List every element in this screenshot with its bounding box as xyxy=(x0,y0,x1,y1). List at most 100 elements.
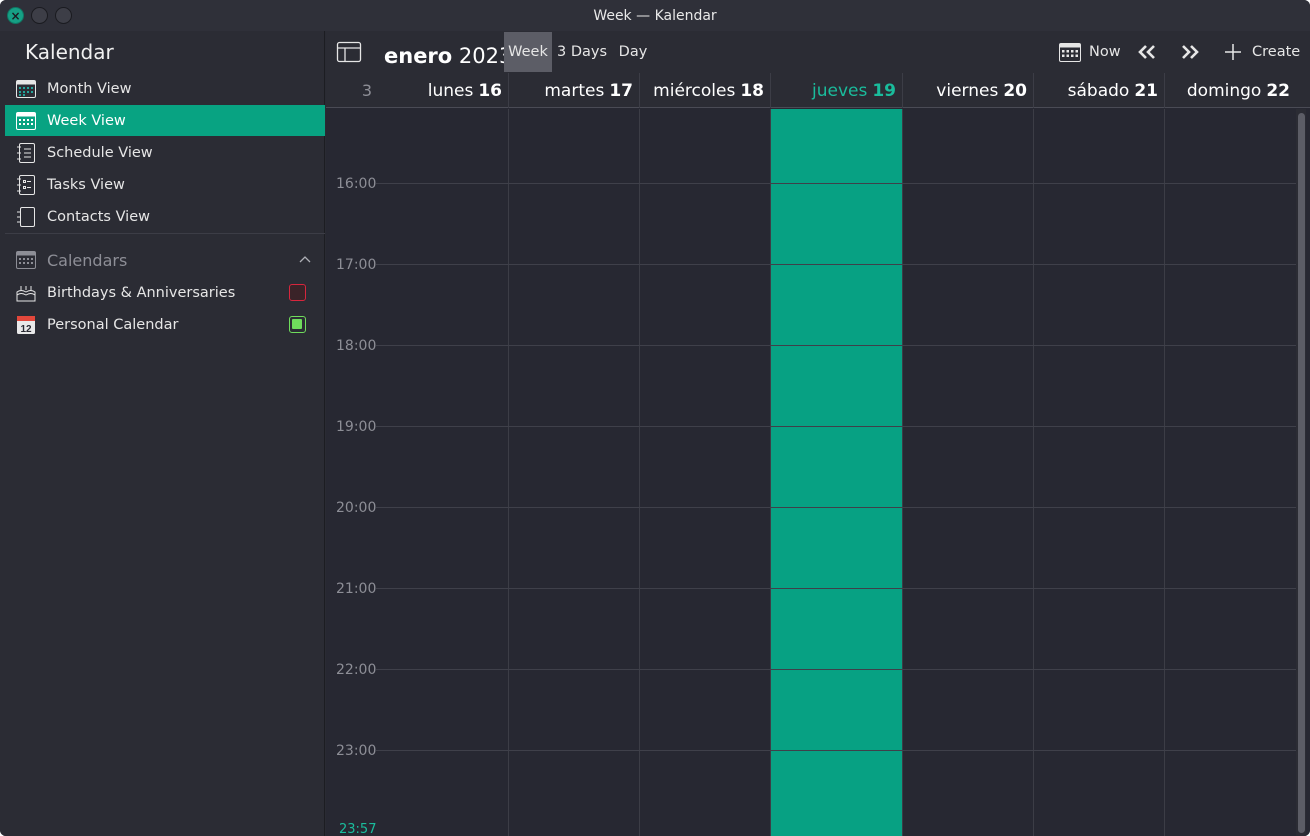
scrollbar-thumb[interactable] xyxy=(1298,113,1305,833)
hour-label: 17:00 xyxy=(336,257,377,273)
close-window-button[interactable]: × xyxy=(7,7,24,24)
now-button[interactable]: Now xyxy=(1059,31,1121,73)
day-divider xyxy=(508,109,509,836)
day-name: sábado xyxy=(1067,80,1130,101)
time-grid[interactable]: 16:00 17:00 18:00 19:00 20:00 21:00 22:0… xyxy=(326,109,1296,836)
sidebar-item-schedule-view[interactable]: Schedule View xyxy=(5,137,325,168)
tasks-icon xyxy=(15,174,36,195)
window-title: Week — Kalendar xyxy=(593,7,717,24)
day-header-tuesday[interactable]: martes 17 xyxy=(508,73,639,108)
calendar-12-icon: 12 xyxy=(15,314,36,335)
calendar-color-checkbox[interactable] xyxy=(289,316,306,333)
day-header-saturday[interactable]: sábado 21 xyxy=(1033,73,1164,108)
day-divider xyxy=(1164,109,1165,836)
create-button[interactable]: Create xyxy=(1224,31,1300,73)
cake-icon xyxy=(15,282,36,303)
day-number: 19 xyxy=(872,80,896,101)
day-name: martes xyxy=(544,80,605,101)
double-chevron-right-icon xyxy=(1179,44,1201,60)
day-divider xyxy=(639,109,640,836)
day-header-friday[interactable]: viernes 20 xyxy=(902,73,1033,108)
day-name: viernes xyxy=(936,80,999,101)
month-label: enero xyxy=(384,44,453,68)
day-number: 20 xyxy=(1003,80,1027,101)
day-divider xyxy=(902,109,903,836)
month-year-label: enero 2023 xyxy=(384,44,512,68)
tab-day[interactable]: Day xyxy=(618,44,648,60)
day-number: 18 xyxy=(740,80,764,101)
sidebar-item-month-view[interactable]: Month View xyxy=(5,73,325,104)
hour-label: 22:00 xyxy=(336,662,377,678)
day-number: 22 xyxy=(1266,80,1290,101)
current-time-label: 23:57 xyxy=(339,822,377,836)
hour-label: 18:00 xyxy=(336,338,377,354)
calendar-item-label: Personal Calendar xyxy=(47,316,179,333)
hour-label: 16:00 xyxy=(336,176,377,192)
main-area: enero 2023 Week 3 Days Day Now xyxy=(326,31,1310,836)
sidebar-item-week-view[interactable]: Week View xyxy=(5,105,325,136)
toolbar: enero 2023 Week 3 Days Day Now xyxy=(326,31,1310,73)
app-title: Kalendar xyxy=(25,40,114,64)
previous-week-button[interactable] xyxy=(1136,31,1158,73)
calendar-item-birthdays[interactable]: Birthdays & Anniversaries xyxy=(5,277,325,308)
calendar-today-icon xyxy=(1059,42,1081,62)
close-icon: × xyxy=(10,8,21,23)
day-divider xyxy=(1033,109,1034,836)
calendars-icon xyxy=(15,250,36,271)
sidebar-item-label: Tasks View xyxy=(47,176,125,193)
year-label: 2023 xyxy=(458,44,513,68)
sidebar-separator xyxy=(5,233,325,234)
next-week-button[interactable] xyxy=(1179,31,1201,73)
contacts-icon xyxy=(15,206,36,227)
day-number: 21 xyxy=(1134,80,1158,101)
calendar-color-checkbox[interactable] xyxy=(289,284,306,301)
hour-line xyxy=(376,426,1296,427)
vertical-scrollbar[interactable] xyxy=(1296,109,1306,836)
hour-label: 21:00 xyxy=(336,581,377,597)
sidebar-toggle-icon[interactable] xyxy=(336,41,362,63)
hour-label: 19:00 xyxy=(336,419,377,435)
tab-week[interactable]: Week xyxy=(504,32,552,72)
hour-line xyxy=(376,264,1296,265)
day-header-monday[interactable]: lunes 16 xyxy=(376,73,508,108)
calendars-section-header[interactable]: Calendars xyxy=(5,245,325,275)
schedule-icon xyxy=(15,142,36,163)
day-name: domingo xyxy=(1186,80,1262,101)
day-number: 17 xyxy=(609,80,633,101)
sidebar-item-contacts-view[interactable]: Contacts View xyxy=(5,201,325,232)
month-calendar-icon xyxy=(15,78,36,99)
svg-text:12: 12 xyxy=(20,324,32,335)
hour-label: 23:00 xyxy=(336,743,377,759)
day-name: jueves xyxy=(811,80,868,101)
day-header-thursday-today[interactable]: jueves 19 xyxy=(770,73,902,108)
sidebar-item-label: Schedule View xyxy=(47,144,153,161)
calendars-header-label: Calendars xyxy=(47,250,128,270)
double-chevron-left-icon xyxy=(1136,44,1158,60)
day-header-wednesday[interactable]: miércoles 18 xyxy=(639,73,770,108)
calendar-item-label: Birthdays & Anniversaries xyxy=(47,284,236,301)
maximize-window-button[interactable] xyxy=(55,7,72,24)
sidebar-item-label: Contacts View xyxy=(47,208,150,225)
hour-line xyxy=(376,669,1296,670)
week-day-header: 3 lunes 16 martes 17 miércoles 18 jueves 19 … xyxy=(326,73,1310,108)
hour-label: 20:00 xyxy=(336,500,377,516)
day-header-sunday[interactable]: domingo 22 xyxy=(1164,73,1296,108)
day-name: lunes xyxy=(427,80,474,101)
sidebar: Kalendar Month View Week View Schedule V… xyxy=(0,31,325,836)
day-number: 16 xyxy=(478,80,502,101)
plus-icon xyxy=(1224,43,1242,61)
hour-line xyxy=(376,507,1296,508)
calendar-item-personal[interactable]: 12 Personal Calendar xyxy=(5,309,325,340)
tab-3-days[interactable]: 3 Days xyxy=(556,44,608,60)
hour-line xyxy=(376,750,1296,751)
week-calendar-icon xyxy=(15,110,36,131)
title-bar: × Week — Kalendar xyxy=(0,0,1310,31)
week-number: 3 xyxy=(361,81,372,100)
checkbox-fill xyxy=(292,319,302,329)
minimize-window-button[interactable] xyxy=(31,7,48,24)
create-label: Create xyxy=(1252,44,1301,60)
chevron-up-icon[interactable] xyxy=(299,252,311,266)
sidebar-item-label: Month View xyxy=(47,80,132,97)
sidebar-item-tasks-view[interactable]: Tasks View xyxy=(5,169,325,200)
